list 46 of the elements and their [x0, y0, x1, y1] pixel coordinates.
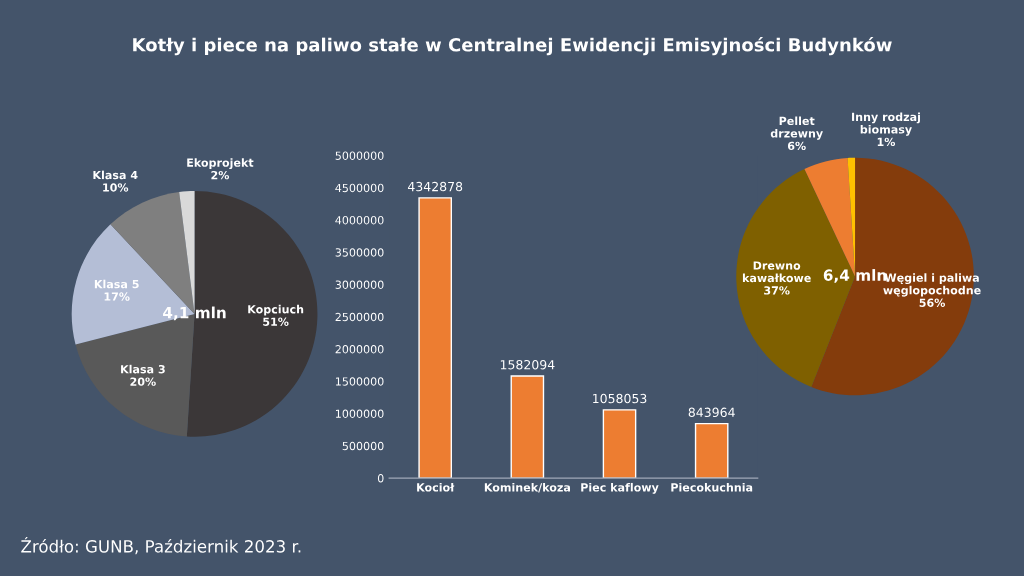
y-tick-label: 3500000: [335, 248, 384, 257]
data-label: 10%: [103, 183, 129, 192]
text: Źródło: GUNB, Październik 2023 r.: [21, 536, 301, 555]
slice-label: Klasa 5: [94, 279, 139, 289]
y-tick-label: 1000000: [335, 409, 384, 418]
y-tick-label: 4000000: [335, 216, 384, 225]
pie-slice: [736, 169, 856, 387]
y-tick-label: 2500000: [335, 312, 384, 322]
x-tick-label: Piec kaflowy: [581, 482, 659, 494]
x-tick-label: Kominek/koza: [484, 482, 570, 493]
slice-label: Kopciuch: [248, 304, 304, 316]
y-tick-label: 3000000: [335, 280, 384, 289]
bar: [510, 375, 545, 479]
y-tick-label: 5000000: [335, 151, 384, 160]
y-tick-label: 4500000: [335, 183, 384, 193]
text: 6,4 mln: [823, 269, 887, 283]
data-label: 56%: [919, 298, 945, 307]
data-label: 20%: [130, 377, 156, 386]
pie-slice: [71, 224, 195, 345]
bar: [602, 409, 637, 479]
y-tick-label: 500000: [342, 441, 384, 451]
bar: [418, 197, 453, 479]
slice-label: Ekoprojekt: [187, 158, 254, 170]
data-label: 51%: [263, 317, 289, 326]
y-tick-label: 1500000: [335, 377, 384, 386]
data-label: 17%: [104, 292, 130, 301]
slice-label: Klasa 3: [121, 364, 165, 374]
data-label: 1058053: [593, 393, 647, 404]
x-tick-label: Piecokuchnia: [671, 482, 753, 492]
y-tick-label: 0: [377, 474, 384, 483]
y-tick-label: 2000000: [335, 345, 384, 354]
slice-label: Drewno kawałkowe: [742, 261, 811, 283]
bar: [694, 422, 729, 479]
data-label: 6%: [787, 141, 806, 151]
data-label: 1%: [877, 137, 896, 147]
slice-label: Klasa 4: [93, 170, 138, 180]
data-label: 1582094: [500, 359, 555, 370]
x-tick-label: Kocioł: [417, 482, 455, 492]
data-label: 4342878: [407, 181, 463, 192]
slice-label: Inny rodzaj biomasy: [852, 112, 920, 136]
slice-label: Pellet drzewny: [770, 116, 823, 140]
data-label: 37%: [764, 286, 790, 295]
text: 4,1 mln: [163, 306, 226, 321]
data-label: 2%: [211, 170, 230, 180]
text: Kotły i piece na paliwo stałe w Centralnej Ewidencji Emisyjności Budynków: [133, 36, 892, 56]
data-label: 843964: [688, 407, 735, 418]
